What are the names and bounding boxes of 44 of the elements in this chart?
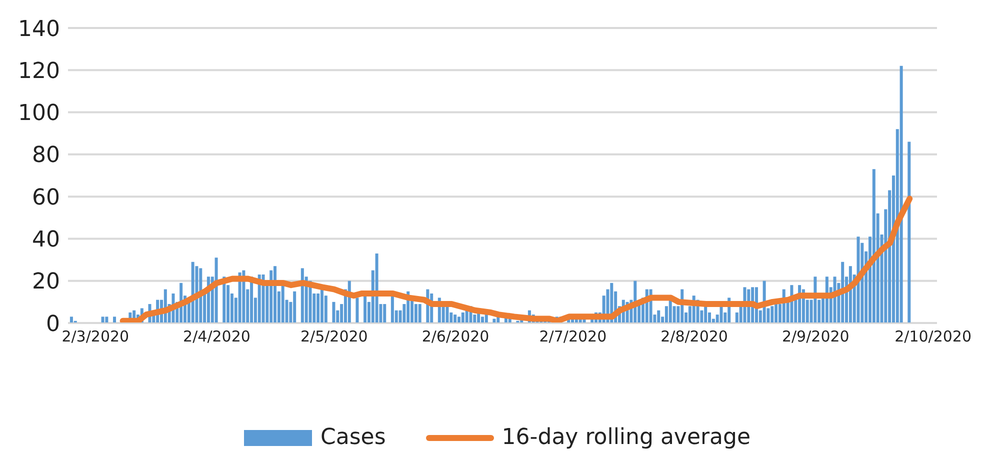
bar [332, 302, 336, 323]
x-tick-label: 2/7/2020 [539, 328, 607, 346]
bar [418, 304, 422, 323]
x-tick-label: 2/5/2020 [300, 328, 368, 346]
bar [375, 253, 378, 323]
x-tick-label: 2/6/2020 [422, 328, 490, 346]
bar [908, 142, 911, 323]
bar [657, 310, 660, 323]
bar [770, 306, 774, 323]
bar [720, 306, 723, 323]
y-tick-label: 80 [32, 143, 60, 168]
y-tick-label: 60 [32, 185, 60, 210]
x-tick-label: 2/3/2020 [62, 328, 130, 346]
y-tick-label: 140 [18, 16, 60, 42]
bar [704, 306, 708, 323]
legend-label: 16-day rolling average [502, 425, 751, 450]
bar [316, 294, 320, 323]
bar [281, 285, 284, 323]
y-tick-label: 120 [18, 58, 60, 84]
bar [101, 316, 104, 323]
bar [774, 304, 778, 323]
bar [293, 291, 296, 323]
bar [872, 169, 876, 323]
bar [454, 314, 457, 323]
bar [461, 312, 464, 323]
bar [113, 316, 116, 323]
bar [383, 304, 386, 323]
x-tick-label: 2/8/2020 [660, 328, 728, 346]
y-tick-label: 20 [32, 270, 60, 295]
bar [105, 316, 108, 323]
legend-label: Cases [320, 425, 386, 450]
bar [900, 66, 903, 323]
x-tick-label: 2/10/2020 [894, 328, 972, 346]
y-tick-label: 0 [46, 312, 60, 337]
bar [70, 316, 73, 323]
bar [414, 304, 418, 323]
x-tick-label: 2/4/2020 [183, 328, 250, 346]
y-tick-label: 100 [18, 101, 60, 126]
bar [356, 298, 359, 323]
y-tick-label: 40 [32, 228, 60, 253]
bar [457, 316, 460, 323]
bar [320, 289, 324, 323]
x-tick-label: 2/9/2020 [782, 328, 850, 346]
bar [480, 316, 484, 323]
